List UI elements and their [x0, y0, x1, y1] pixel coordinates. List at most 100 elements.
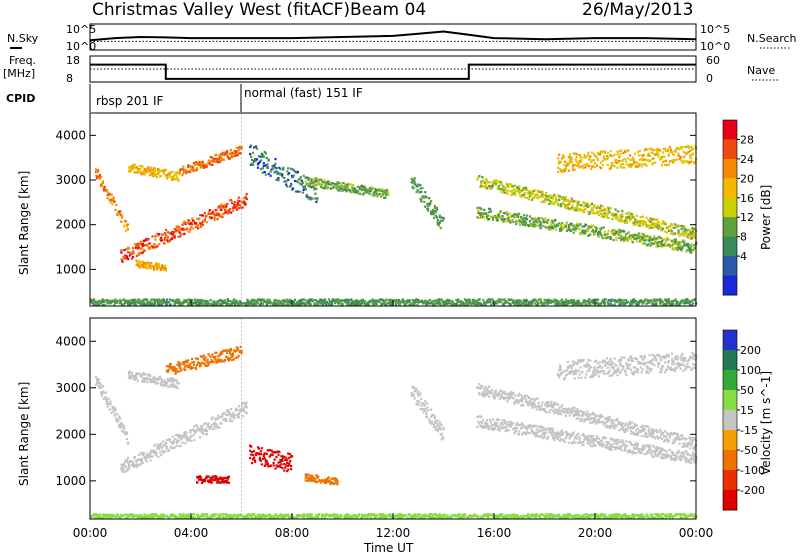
heat-cell: [202, 423, 205, 426]
heat-cell: [541, 301, 544, 305]
heat-cell: [564, 225, 567, 228]
heat-cell: [676, 301, 679, 304]
heat-cell: [650, 147, 653, 150]
heat-cell: [119, 210, 122, 213]
heat-cell: [434, 420, 437, 423]
heat-cell: [412, 179, 415, 182]
heat-cell: [489, 210, 493, 213]
heat-cell: [569, 155, 572, 158]
heat-cell: [412, 182, 415, 185]
heat-cell: [245, 406, 248, 409]
heat-cell: [632, 298, 636, 301]
heat-cell: [135, 372, 138, 375]
heat-cell: [167, 449, 171, 452]
heat-cell: [184, 442, 187, 445]
heat-cell: [142, 373, 145, 376]
heat-cell: [526, 192, 530, 195]
heat-cell: [658, 221, 661, 224]
heat-cell: [265, 156, 268, 159]
heat-cell: [560, 222, 564, 225]
heat-cell: [644, 223, 647, 226]
heat-cell: [320, 186, 323, 189]
heat-cell: [220, 353, 223, 356]
heat-cell: [490, 391, 494, 394]
heat-cell: [287, 167, 290, 170]
heat-cell: [536, 302, 539, 305]
heat-cell: [127, 468, 130, 471]
heat-cell: [210, 480, 213, 483]
heat-cell: [165, 298, 168, 301]
heat-cell: [218, 360, 221, 363]
heat-cell: [261, 153, 264, 156]
heat-cell: [483, 208, 486, 211]
heat-cell: [488, 218, 491, 221]
heat-cell: [171, 178, 174, 181]
heat-cell: [164, 267, 167, 270]
heat-cell: [162, 171, 165, 174]
heat-cell: [649, 159, 652, 162]
heat-cell: [667, 154, 670, 157]
heat-cell: [111, 203, 114, 206]
heat-cell: [639, 235, 642, 238]
heat-cell: [239, 345, 242, 348]
heat-cell: [217, 479, 220, 482]
heat-cell: [289, 185, 292, 188]
heat-cell: [154, 238, 157, 241]
heat-cell: [446, 300, 449, 303]
heat-cell: [274, 467, 277, 470]
heat-cell: [267, 172, 270, 176]
heat-cell: [593, 204, 597, 207]
heat-cell: [269, 453, 272, 456]
heat-cell: [151, 168, 154, 171]
heat-cell: [199, 225, 203, 228]
heat-cell: [116, 301, 119, 304]
heat-cell: [230, 359, 233, 362]
heat-cell: [228, 210, 231, 213]
heat-cell: [106, 405, 109, 408]
heat-cell: [259, 159, 262, 162]
heat-cell: [599, 228, 602, 231]
heat-cell: [551, 225, 554, 228]
heat-cell: [150, 304, 153, 307]
heat-cell: [564, 167, 568, 170]
heat-cell: [315, 177, 318, 180]
heat-cell: [218, 416, 221, 419]
heat-cell: [649, 238, 652, 241]
heat-cell: [284, 466, 287, 469]
heat-cell: [139, 262, 142, 265]
heat-cell: [511, 189, 514, 192]
heat-cell: [300, 298, 303, 301]
heat-cell: [541, 190, 544, 193]
heat-cell: [674, 223, 677, 226]
heat-cell: [636, 234, 639, 237]
heat-cell: [499, 300, 502, 303]
heat-cell: [202, 354, 205, 357]
heat-cell: [576, 301, 579, 305]
heat-cell: [304, 476, 307, 479]
heat-cell: [456, 303, 459, 306]
heat-cell: [591, 202, 594, 205]
heat-cell: [202, 299, 205, 303]
heat-cell: [273, 458, 276, 461]
heat-cell: [150, 245, 153, 248]
heat-cell: [144, 378, 147, 381]
heat-cell: [142, 170, 145, 173]
heat-cell: [176, 177, 179, 180]
heat-cell: [132, 376, 135, 379]
heat-cell: [570, 197, 573, 200]
heat-cell: [315, 302, 318, 306]
heat-cell: [690, 145, 693, 148]
heat-cell: [262, 164, 265, 168]
heat-cell: [423, 301, 426, 304]
heat-cell: [159, 175, 163, 178]
heat-cell: [676, 248, 679, 251]
heat-cell: [271, 165, 274, 168]
heat-cell: [238, 204, 241, 207]
heat-cell: [287, 452, 290, 455]
heat-cell: [153, 243, 156, 246]
heat-cell: [504, 188, 507, 191]
heat-cell: [156, 267, 159, 270]
heat-cell: [479, 206, 482, 209]
heat-cell: [661, 240, 664, 243]
heat-cell: [281, 458, 284, 461]
